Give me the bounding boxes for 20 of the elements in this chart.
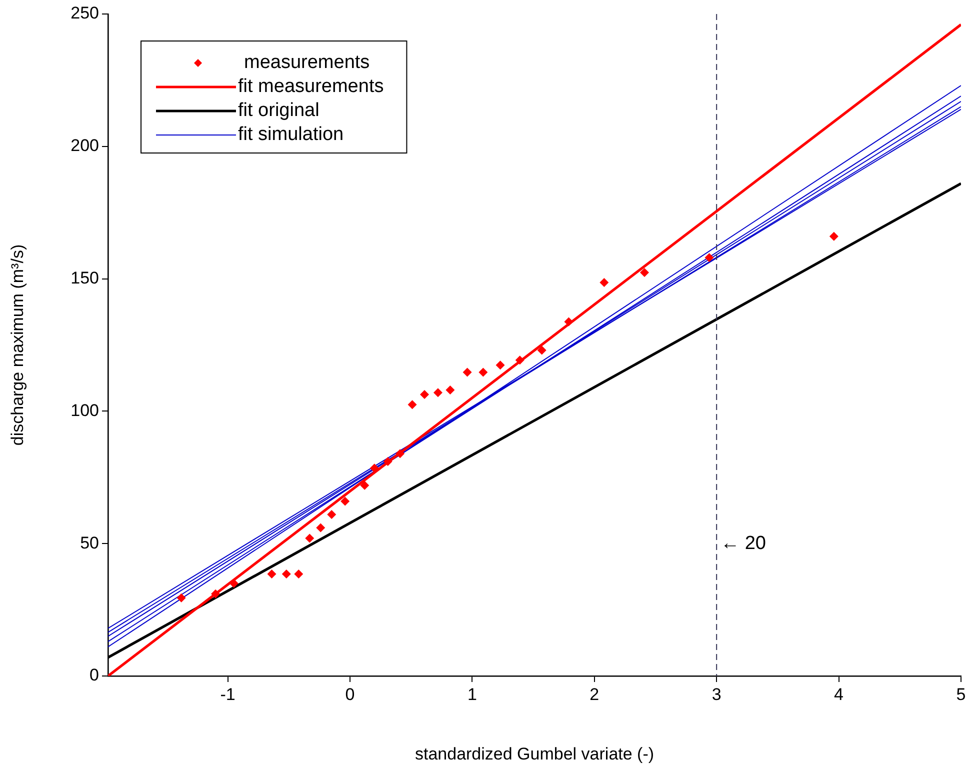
y-tick-label: 200 <box>70 136 99 156</box>
x-tick-label: 4 <box>834 684 844 704</box>
y-tick-label: 150 <box>70 268 99 288</box>
y-tick-label: 0 <box>90 666 99 685</box>
legend-label: measurements <box>244 52 370 74</box>
y-axis-title: discharge maximum (m³/s) <box>8 244 27 446</box>
x-tick-label: 3 <box>712 684 722 704</box>
y-tick-label: 100 <box>70 400 99 420</box>
x-axis-title: standardized Gumbel variate (-) <box>414 744 654 764</box>
x-tick-label: 0 <box>345 684 355 704</box>
ref-line-label: ← 20 <box>720 532 766 554</box>
x-tick-label: -1 <box>220 684 236 704</box>
y-tick-label: 250 <box>70 4 99 23</box>
legend-label: fit simulation <box>238 124 344 146</box>
legend-label: fit original <box>238 100 320 122</box>
y-tick-label: 50 <box>80 533 99 552</box>
legend-label: fit measurements <box>238 76 384 98</box>
x-tick-label: 5 <box>956 684 966 704</box>
x-tick-label: 1 <box>467 684 477 704</box>
x-tick-label: 2 <box>590 684 600 704</box>
